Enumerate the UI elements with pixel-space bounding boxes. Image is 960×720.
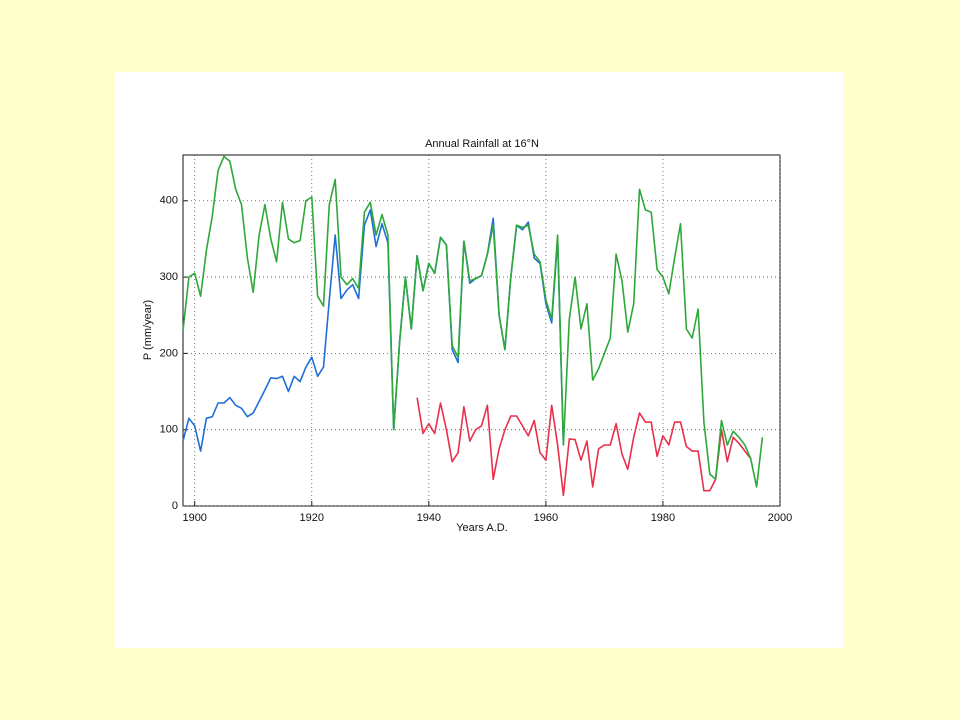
- x-tick-label: 1900: [182, 512, 206, 524]
- x-tick-label: 1960: [534, 512, 558, 524]
- panel: [115, 72, 843, 648]
- y-tick-label: 0: [172, 500, 178, 512]
- x-tick-label: 1920: [300, 512, 324, 524]
- x-axis-label: Years A.D.: [456, 522, 508, 534]
- x-tick-label: 2000: [768, 512, 792, 524]
- x-tick-label: 1940: [417, 512, 441, 524]
- y-tick-label: 400: [160, 195, 178, 207]
- y-tick-label: 200: [160, 347, 178, 359]
- series-line: [416, 397, 752, 497]
- y-tick-label: 300: [160, 271, 178, 283]
- y-axis-label: P (mm/year): [142, 300, 154, 360]
- y-tick-label: 100: [160, 424, 178, 436]
- series-line: [182, 155, 764, 488]
- x-tick-label: 1980: [651, 512, 675, 524]
- chart-title: Annual Rainfall at 16°N: [425, 138, 539, 150]
